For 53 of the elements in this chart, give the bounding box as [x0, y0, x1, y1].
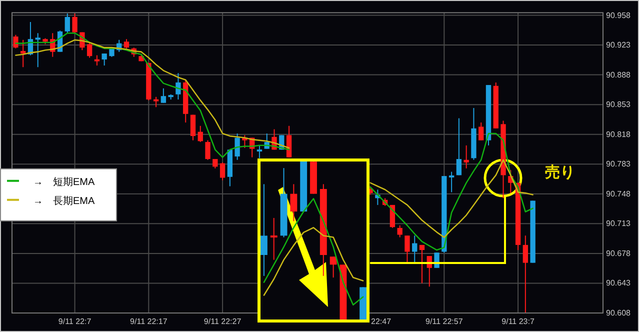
candlestick	[13, 34, 18, 49]
candlestick	[404, 235, 410, 262]
candlestick	[290, 184, 298, 222]
candlestick	[72, 13, 78, 34]
x-tick-label: 9/11 23:7	[502, 317, 535, 326]
y-tick-label: 90.783	[606, 160, 632, 169]
candlestick	[397, 224, 402, 238]
candlestick	[190, 114, 196, 141]
candlestick	[234, 133, 240, 160]
x-tick-label: 9/11 22:27	[204, 317, 242, 326]
candlestick	[456, 118, 462, 176]
candlestick	[86, 42, 92, 58]
x-tick-label: 9/11 22:57	[426, 317, 464, 326]
candlestick	[20, 39, 26, 68]
annotation: 売り	[545, 164, 575, 181]
candlestick	[286, 125, 292, 158]
candlestick	[270, 217, 278, 260]
candlestick	[102, 53, 107, 66]
y-tick-label: 90.608	[606, 308, 632, 318]
y-tick-label: 90.958	[606, 10, 632, 20]
candlestick	[464, 144, 469, 169]
y-tick-label: 90.888	[606, 70, 632, 80]
y-tick-label: 90.643	[606, 278, 632, 288]
y-tick-label: 90.713	[606, 219, 632, 228]
candlestick	[160, 88, 166, 104]
candlestick	[212, 158, 218, 169]
candlestick	[198, 125, 203, 143]
candlestick	[260, 184, 268, 276]
candlestick	[153, 96, 159, 108]
text: 22:47	[371, 317, 392, 326]
y-tick-label: 90.748	[606, 189, 632, 198]
y-tick-label: 90.678	[606, 248, 632, 258]
legend-label: → 短期EMA	[33, 176, 95, 188]
y-tick-label: 90.818	[606, 130, 632, 139]
candlestick	[94, 54, 100, 66]
candlestick	[35, 32, 40, 68]
candlestick	[448, 171, 454, 193]
candlestick	[478, 122, 484, 141]
candlestick	[256, 144, 262, 159]
y-tick-label: 90.853	[606, 100, 632, 110]
y-tick-label: 90.923	[606, 40, 632, 50]
candlestick	[205, 140, 210, 160]
candlestick	[220, 162, 226, 181]
candlestick	[522, 235, 528, 313]
x-tick-label: 9/11 22:7	[58, 317, 92, 326]
candlestick	[176, 72, 181, 100]
candlestick	[64, 13, 70, 34]
candlestick	[412, 235, 418, 262]
candlestick	[330, 256, 337, 278]
candlestick	[419, 244, 425, 284]
candlestick	[124, 38, 130, 49]
x-tick-label: 9/11 22:17	[130, 317, 168, 326]
legend-label: → 長期EMA	[33, 194, 95, 207]
